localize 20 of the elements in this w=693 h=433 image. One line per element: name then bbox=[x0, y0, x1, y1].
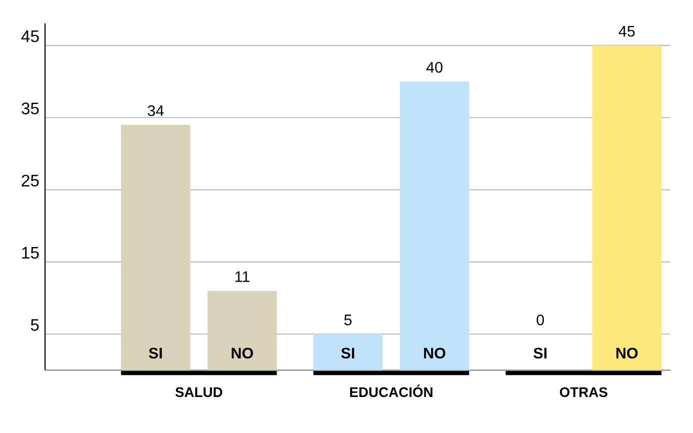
data-label: 5 bbox=[344, 314, 352, 326]
data-label: 0 bbox=[536, 314, 544, 326]
data-label: 34 bbox=[148, 105, 164, 116]
series-label: NO bbox=[232, 348, 254, 359]
text: NO bbox=[616, 348, 638, 359]
text: SI bbox=[341, 348, 354, 359]
x-tick-label: EDUCACIÓN bbox=[350, 384, 432, 398]
text: SI bbox=[534, 348, 546, 359]
y-tick-label: 5 bbox=[30, 319, 39, 331]
y-tick-label: 35 bbox=[22, 102, 39, 114]
series-label: SI bbox=[148, 348, 162, 359]
y-tick-label: 15 bbox=[22, 247, 39, 259]
text: NO bbox=[424, 348, 446, 359]
data-label: 45 bbox=[618, 26, 635, 37]
x-tick-label: SALUD bbox=[175, 387, 222, 398]
data-label: 40 bbox=[426, 62, 442, 73]
y-tick-label: 25 bbox=[22, 174, 39, 187]
data-label: 11 bbox=[235, 271, 250, 282]
x-tick-label: OTRAS bbox=[560, 387, 608, 398]
y-tick-label: 45 bbox=[21, 30, 39, 42]
